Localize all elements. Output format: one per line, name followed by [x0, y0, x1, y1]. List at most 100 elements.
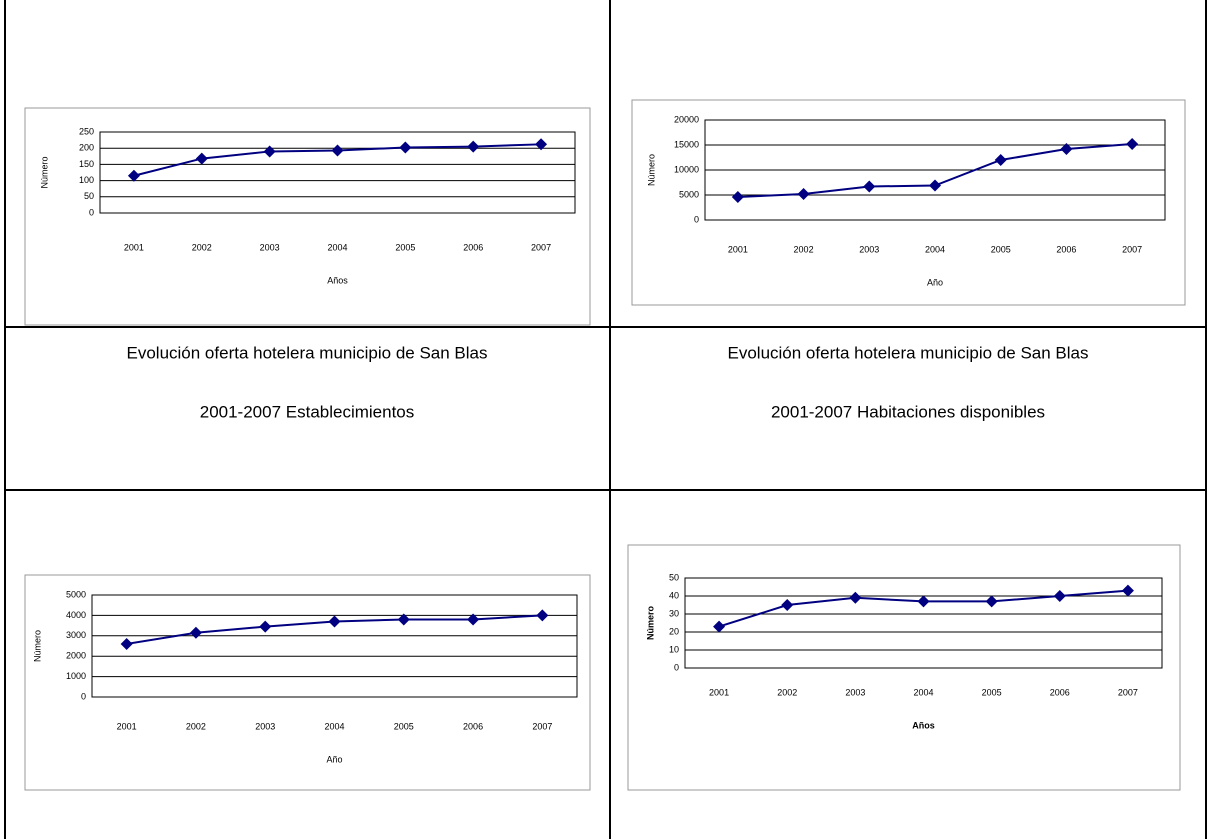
x-tick-label: 2005 — [991, 244, 1011, 254]
x-axis-title: Años — [912, 720, 935, 730]
data-point — [127, 169, 140, 182]
x-tick-label: 2006 — [1056, 244, 1076, 254]
y-axis-title: Número — [646, 154, 656, 186]
x-tick-label: 2003 — [260, 242, 280, 252]
y-tick-label: 50 — [84, 191, 94, 201]
data-point — [863, 180, 876, 193]
data-point — [189, 626, 202, 639]
x-tick-label: 2001 — [117, 721, 137, 731]
x-tick-label: 2004 — [925, 244, 945, 254]
y-axis-title: Número — [32, 630, 42, 662]
x-tick-label: 2003 — [859, 244, 879, 254]
x-tick-label: 2003 — [255, 721, 275, 731]
x-tick-label: 2005 — [395, 242, 415, 252]
data-point — [1121, 584, 1134, 597]
data-point — [331, 144, 344, 157]
data-point — [1060, 143, 1073, 155]
x-axis-title: Años — [327, 275, 348, 285]
data-point — [259, 620, 272, 633]
y-tick-label: 10 — [669, 644, 679, 654]
data-point — [731, 191, 744, 203]
caption: 2001-2007 Habitaciones disponibles — [771, 402, 1045, 421]
data-point — [849, 591, 862, 604]
x-tick-label: 2007 — [531, 242, 551, 252]
y-tick-label: 30 — [669, 608, 679, 618]
data-point — [917, 595, 930, 608]
data-point — [994, 154, 1007, 166]
x-tick-label: 2002 — [794, 244, 814, 254]
caption: Evolución oferta hotelera municipio de S… — [127, 343, 488, 362]
y-tick-label: 250 — [79, 126, 94, 136]
data-point — [467, 140, 480, 153]
y-tick-label: 4000 — [66, 610, 86, 620]
x-tick-label: 2002 — [186, 721, 206, 731]
y-tick-label: 50 — [669, 572, 679, 582]
x-tick-label: 2006 — [463, 721, 483, 731]
y-tick-label: 0 — [81, 691, 86, 701]
chart: 0 50 100 150 200 250 Años Número 2001 2002 2003 200… — [24, 107, 591, 326]
x-tick-label: 2003 — [845, 687, 865, 697]
data-point — [195, 152, 208, 165]
data-point — [120, 637, 133, 650]
y-tick-label: 100 — [79, 175, 94, 185]
data-point — [399, 141, 412, 154]
x-tick-label: 2007 — [532, 721, 552, 731]
y-tick-label: 20000 — [674, 114, 699, 124]
x-tick-label: 2004 — [327, 242, 347, 252]
data-point — [929, 179, 941, 192]
y-tick-label: 200 — [79, 143, 94, 153]
chart: 0 1000 2000 3000 4000 5000 Año Número 2001 2002 20… — [24, 574, 591, 791]
data-point — [797, 188, 810, 200]
y-tick-label: 15000 — [674, 139, 699, 149]
x-tick-label: 2006 — [1050, 687, 1070, 697]
x-tick-label: 2001 — [728, 244, 748, 254]
data-point — [1053, 590, 1066, 602]
x-tick-label: 2007 — [1118, 687, 1138, 697]
data-point — [263, 145, 276, 158]
y-tick-label: 1000 — [66, 671, 86, 681]
y-tick-label: 20 — [669, 626, 679, 636]
data-point — [535, 138, 548, 151]
data-point — [536, 609, 549, 622]
y-tick-label: 0 — [89, 207, 94, 217]
data-point — [1126, 138, 1139, 150]
x-tick-label: 2002 — [192, 242, 212, 252]
y-axis-title: Número — [39, 156, 49, 188]
y-tick-label: 0 — [674, 662, 679, 672]
caption: Evolución oferta hotelera municipio de S… — [728, 343, 1089, 362]
data-point — [985, 595, 998, 608]
x-tick-label: 2005 — [982, 687, 1002, 697]
data-point — [781, 599, 794, 611]
data-point — [328, 615, 341, 628]
x-tick-label: 2004 — [324, 721, 344, 731]
x-tick-label: 2001 — [709, 687, 729, 697]
y-axis-title: Número — [645, 606, 655, 641]
chart: 0 5000 10000 15000 20000 Año Número 2001 2002 200… — [631, 99, 1186, 306]
x-tick-label: 2007 — [1122, 244, 1142, 254]
x-tick-label: 2004 — [913, 687, 933, 697]
x-tick-label: 2001 — [124, 242, 144, 252]
y-tick-label: 150 — [79, 159, 94, 169]
plot-area — [91, 594, 578, 698]
x-tick-label: 2005 — [394, 721, 414, 731]
y-tick-label: 2000 — [66, 651, 86, 661]
x-axis-title: Año — [326, 754, 342, 764]
y-tick-label: 0 — [694, 214, 699, 224]
chart: 0 10 20 30 40 50 Años Número 2001 2002 2003 2004 200… — [627, 544, 1181, 791]
x-axis-title: Año — [927, 277, 943, 287]
y-tick-label: 40 — [669, 590, 679, 600]
y-tick-label: 3000 — [66, 630, 86, 640]
table-borders — [4, 0, 1207, 839]
x-tick-label: 2002 — [777, 687, 797, 697]
data-point — [713, 620, 726, 633]
y-tick-label: 10000 — [674, 164, 699, 174]
caption: 2001-2007 Establecimientos — [200, 402, 415, 421]
plot-area — [99, 131, 576, 214]
x-tick-label: 2006 — [463, 242, 483, 252]
plot-area — [684, 577, 1163, 669]
data-point — [397, 613, 410, 626]
y-tick-label: 5000 — [679, 189, 699, 199]
y-tick-label: 5000 — [66, 589, 86, 599]
data-point — [467, 613, 480, 626]
